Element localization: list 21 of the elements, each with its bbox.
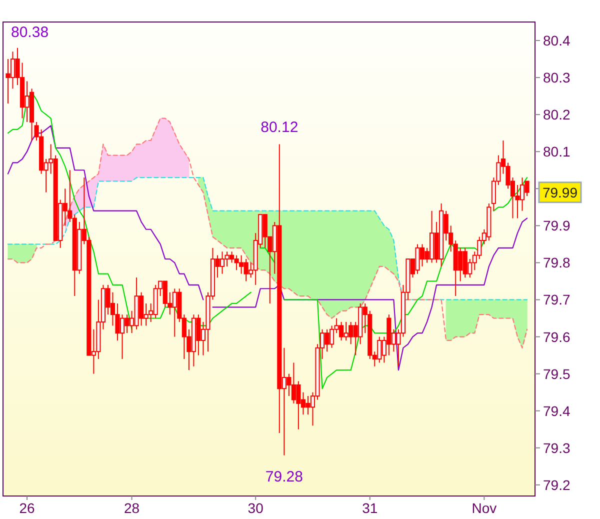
x-tick-label: Nov	[472, 500, 497, 516]
y-tick-label: 79.5	[543, 366, 570, 382]
annotation: 80.38	[11, 24, 49, 41]
x-tick-label: 30	[248, 500, 264, 516]
y-tick-label: 79.9	[543, 218, 570, 234]
y-tick-label: 80.1	[543, 144, 570, 160]
y-tick-label: 79.4	[543, 402, 570, 419]
y-tick-label: 79.6	[543, 328, 570, 345]
y-tick-label: 80.3	[543, 70, 570, 86]
annotation: 79.28	[265, 468, 303, 486]
y-tick-label: 80.4	[543, 32, 570, 49]
y-tick-label: 80.2	[543, 106, 570, 123]
x-tick-label: 26	[19, 500, 36, 516]
x-tick-label: 31	[362, 500, 378, 516]
y-tick-label: 79.3	[543, 440, 570, 456]
y-tick-label: 79.2	[543, 476, 570, 493]
annotation: 80.12	[260, 119, 298, 136]
x-tick-label: 28	[124, 500, 140, 516]
y-tick-label: 79.8	[543, 254, 570, 271]
y-tick-label: 79.7	[543, 292, 570, 308]
text: 79.99	[542, 184, 578, 200]
